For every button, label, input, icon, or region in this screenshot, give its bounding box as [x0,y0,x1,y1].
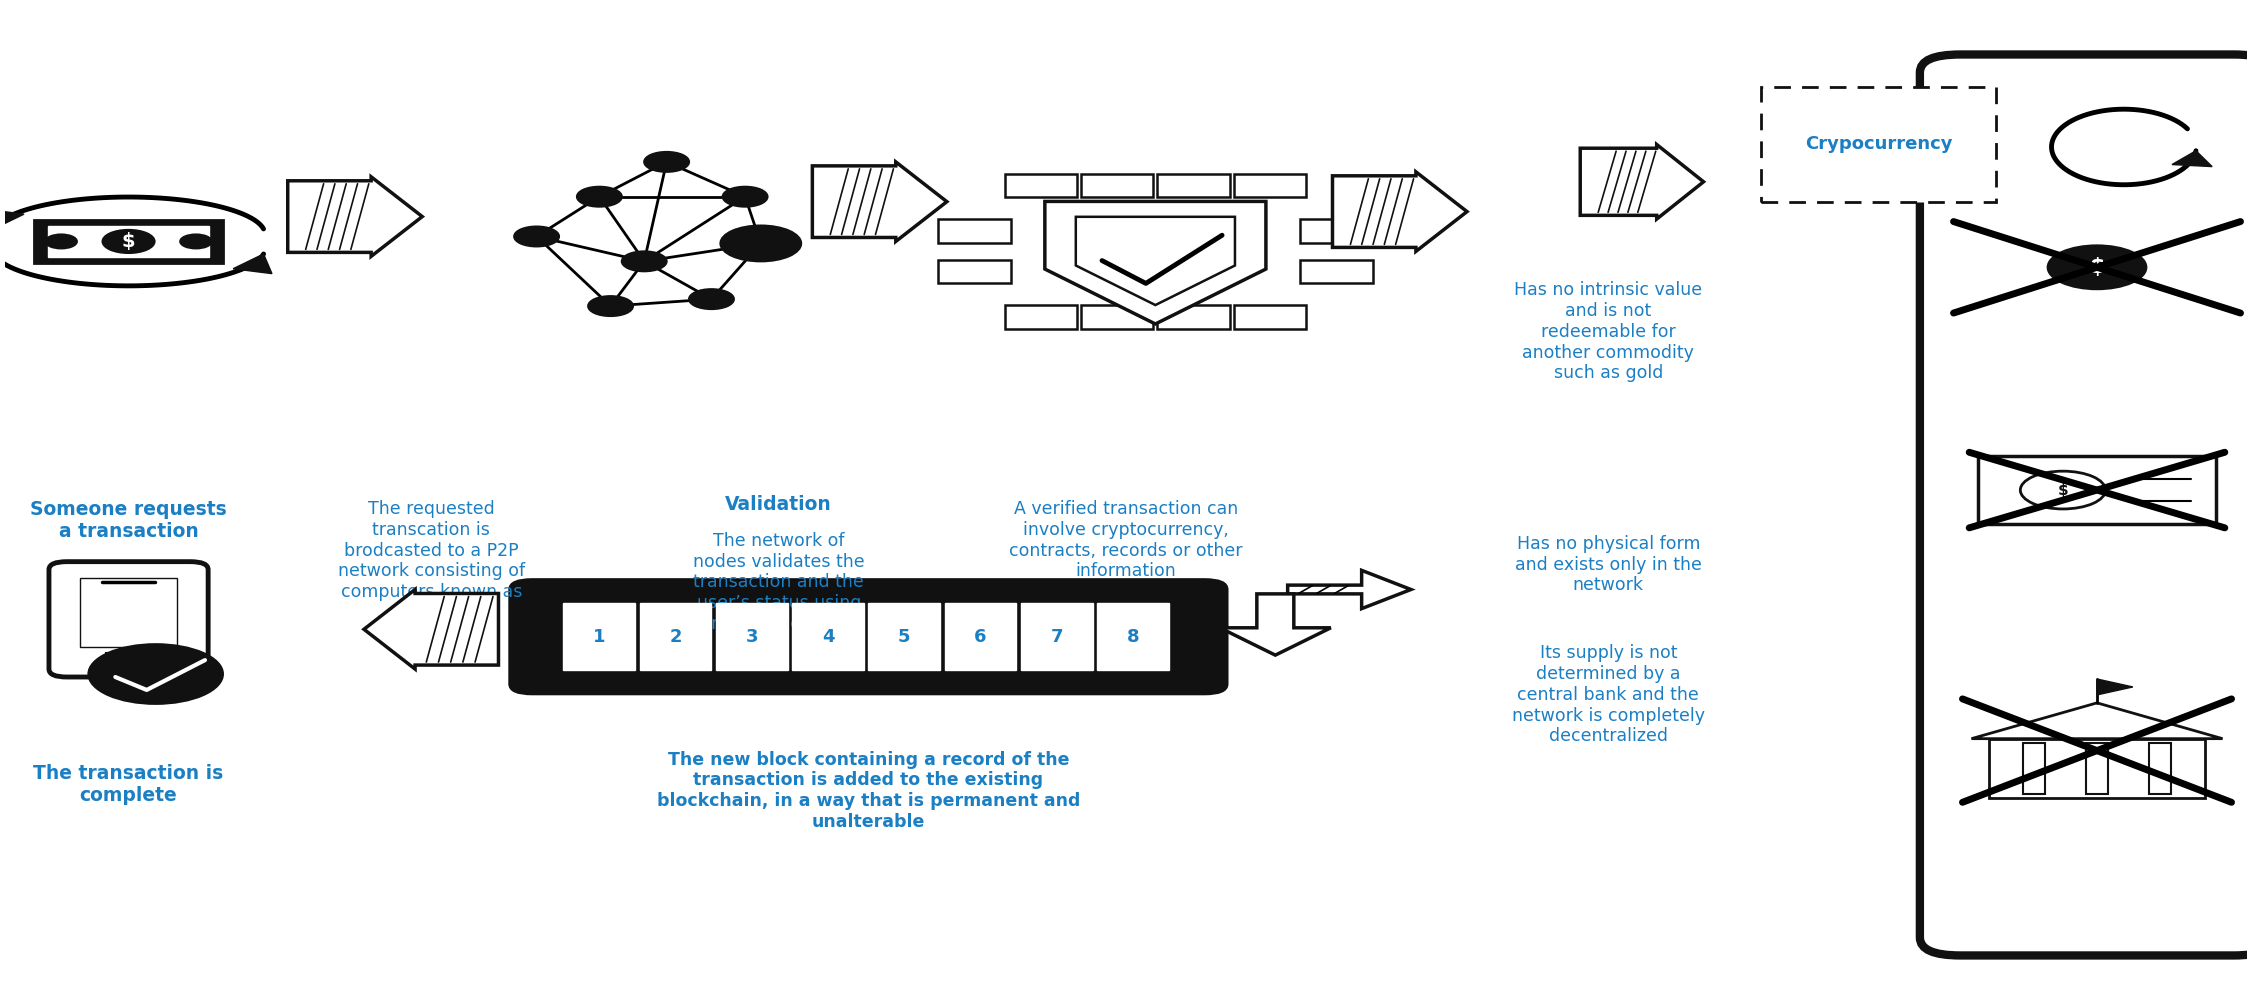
Text: $: $ [2056,483,2068,498]
Text: A verified transaction can
involve cryptocurrency,
contracts, records or other
i: A verified transaction can involve crypt… [1010,500,1242,580]
Bar [1233,174,1305,197]
Text: $: $ [2090,257,2104,277]
Polygon shape [812,162,947,241]
Bar [1300,260,1372,283]
Polygon shape [1076,217,1235,305]
Bar [1022,603,1094,670]
Text: The transaction is
complete: The transaction is complete [34,764,223,805]
Bar [1989,739,2205,798]
Text: Someone requests
a transaction: Someone requests a transaction [29,500,227,541]
Text: 2: 2 [668,628,682,646]
Bar [1006,305,1078,329]
Polygon shape [234,254,272,274]
FancyBboxPatch shape [50,562,209,677]
Polygon shape [288,177,423,256]
Text: 4: 4 [821,628,835,646]
Bar [945,603,1017,670]
Bar [1233,305,1305,329]
Circle shape [104,230,155,253]
Bar [47,226,209,257]
Circle shape [576,187,621,207]
Bar [938,260,1010,283]
Bar [2023,743,2045,794]
Polygon shape [1580,144,1703,219]
Text: The new block containing a record of the
transaction is added to the existing
bl: The new block containing a record of the… [657,751,1080,831]
Bar [2149,743,2171,794]
Bar [34,220,223,263]
Bar [938,219,1010,243]
Circle shape [180,234,212,248]
Polygon shape [2097,679,2133,695]
Circle shape [688,289,734,309]
Circle shape [45,234,76,248]
Text: Crypocurrency: Crypocurrency [1804,135,1953,153]
Bar [81,578,178,647]
FancyBboxPatch shape [1919,54,2250,955]
Text: $: $ [122,232,135,251]
Text: 5: 5 [898,628,911,646]
Polygon shape [364,589,500,669]
Polygon shape [1971,703,2223,739]
Bar [1978,456,2216,524]
Polygon shape [2171,151,2212,167]
Circle shape [720,226,801,261]
Polygon shape [1287,570,1411,609]
Polygon shape [1044,201,1267,324]
Polygon shape [1220,594,1330,655]
Circle shape [2048,245,2146,289]
Text: 6: 6 [974,628,988,646]
Bar [1080,305,1154,329]
Text: Has no intrinsic value
and is not
redeemable for
another commodity
such as gold: Has no intrinsic value and is not redeem… [1514,281,1703,382]
Text: The network of
nodes validates the
transaction and the
user’s status using
known: The network of nodes validates the trans… [693,532,864,633]
Bar [716,603,788,670]
Bar [1300,219,1372,243]
Circle shape [2020,471,2106,509]
Text: Has no physical form
and exists only in the
network: Has no physical form and exists only in … [1514,535,1701,594]
Bar [868,603,940,670]
Text: Its supply is not
determined by a
central bank and the
network is completely
dec: Its supply is not determined by a centra… [1512,644,1706,745]
Bar [2086,743,2108,794]
Bar [1098,603,1168,670]
Bar [106,653,151,663]
Bar [639,603,711,670]
Text: 8: 8 [1127,628,1138,646]
Text: 1: 1 [594,628,605,646]
Bar [1006,174,1078,197]
Bar [562,603,634,670]
Bar [1080,174,1154,197]
Bar [792,603,864,670]
Text: 3: 3 [745,628,758,646]
Polygon shape [0,209,25,229]
Circle shape [515,227,558,246]
Circle shape [621,251,666,271]
Text: Validation: Validation [724,495,832,514]
Circle shape [644,152,688,172]
Circle shape [88,644,223,704]
Circle shape [587,296,632,316]
Text: 7: 7 [1051,628,1062,646]
Bar [1156,174,1231,197]
Polygon shape [1332,172,1467,251]
Text: The requested
transcation is
brodcasted to a P2P
network consisting of
computers: The requested transcation is brodcasted … [338,500,524,622]
Circle shape [722,187,767,207]
Bar [1156,305,1231,329]
FancyBboxPatch shape [1762,87,1996,202]
FancyBboxPatch shape [511,580,1226,694]
